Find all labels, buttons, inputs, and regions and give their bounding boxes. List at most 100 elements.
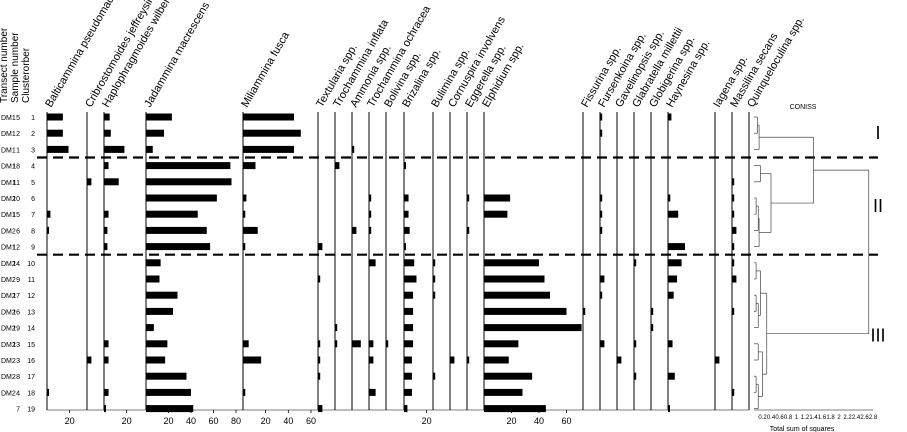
abundance-bar — [668, 372, 675, 380]
abundance-bar — [104, 388, 109, 396]
abundance-bar — [146, 162, 231, 170]
abundance-bar — [484, 324, 582, 332]
dendrogram-tick-label: 0.2 — [758, 415, 767, 421]
abundance-bar — [668, 259, 682, 267]
order-label: 18 — [27, 390, 35, 397]
sample-label: 12 — [12, 245, 20, 252]
abundance-bar — [651, 324, 654, 332]
transect-label: DM2 — [1, 261, 16, 268]
sample-label: 13 — [12, 342, 20, 349]
abundance-bar — [484, 275, 545, 283]
abundance-bar — [600, 275, 605, 283]
order-label: 1 — [31, 115, 35, 122]
x-tick-label: 80 — [231, 416, 241, 426]
abundance-bar — [146, 340, 168, 348]
abundance-bar — [484, 194, 511, 202]
abundance-bar — [243, 194, 247, 202]
zone-label: I — [875, 123, 880, 143]
abundance-bar — [404, 372, 412, 380]
abundance-bar — [335, 340, 338, 348]
dendrogram-tick-label: 2.6 — [860, 415, 869, 421]
abundance-bar — [484, 372, 533, 380]
abundance-bar — [732, 388, 735, 396]
abundance-bar — [668, 243, 685, 251]
transect-label: DM2 — [1, 309, 16, 316]
dendrogram-tick-label: 2.2 — [843, 415, 852, 421]
abundance-bar — [404, 324, 414, 332]
abundance-bar — [352, 340, 361, 348]
abundance-bar — [146, 226, 207, 234]
order-label: 15 — [27, 342, 35, 349]
order-label: 9 — [31, 245, 35, 252]
abundance-bar — [732, 243, 735, 251]
abundance-bar — [146, 243, 211, 251]
abundance-bar — [668, 340, 673, 348]
order-label: 16 — [27, 358, 35, 365]
abundance-bar — [146, 307, 173, 315]
abundance-bar — [146, 194, 217, 202]
transect-label: DM2 — [1, 196, 16, 203]
abundance-bar — [369, 210, 372, 218]
x-tick-label: 40 — [283, 416, 293, 426]
zone-label: II — [873, 196, 883, 216]
abundance-bar — [668, 113, 672, 121]
x-tick-label: 40 — [186, 416, 196, 426]
abundance-bar — [47, 388, 49, 396]
abundance-bar — [146, 275, 160, 283]
abundance-bar — [146, 356, 166, 364]
dendrogram-tick-label: 2 — [837, 415, 841, 421]
abundance-bar — [600, 226, 603, 234]
order-label: 2 — [31, 131, 35, 138]
abundance-bar — [715, 356, 720, 364]
abundance-bar — [404, 259, 415, 267]
transect-label: DM1 — [1, 212, 16, 219]
abundance-bar — [243, 145, 294, 153]
dendrogram-title: CONISS — [790, 104, 817, 111]
abundance-bar — [404, 405, 408, 413]
x-tick-label: 60 — [208, 416, 218, 426]
abundance-bar — [104, 178, 119, 186]
abundance-bar — [668, 210, 679, 218]
abundance-bar — [484, 291, 550, 299]
sample-label: 7 — [16, 407, 20, 414]
abundance-bar — [104, 113, 110, 121]
order-label: 14 — [27, 326, 35, 333]
order-label: 17 — [27, 374, 35, 381]
zone-label: III — [870, 326, 885, 346]
abundance-bar — [335, 324, 338, 332]
abundance-bar — [243, 243, 246, 251]
abundance-bar — [404, 194, 409, 202]
sample-label: 17 — [12, 293, 20, 300]
sample-label: 3 — [16, 358, 20, 365]
abundance-bar — [369, 388, 376, 396]
transect-label: DM1 — [1, 115, 16, 122]
abundance-bar — [47, 226, 49, 234]
abundance-bar — [318, 275, 321, 283]
sample-label: 8 — [16, 374, 20, 381]
abundance-bar — [404, 210, 409, 218]
order-label: 3 — [31, 147, 35, 154]
abundance-bar — [433, 372, 436, 380]
abundance-bar — [668, 405, 670, 413]
abundance-bar — [146, 405, 194, 413]
abundance-bar — [404, 388, 412, 396]
x-tick-label: 20 — [65, 416, 75, 426]
abundance-bar — [600, 291, 603, 299]
abundance-bar — [104, 340, 109, 348]
dendrogram-tick-label: 1.4 — [809, 415, 818, 421]
transect-label: DM1 — [1, 245, 16, 252]
dendrogram-tick-label: 2.4 — [852, 415, 861, 421]
abundance-bar — [484, 210, 508, 218]
dendrogram-tick-label: 1.2 — [801, 415, 810, 421]
abundance-bar — [146, 388, 191, 396]
transect-label: DM2 — [1, 374, 16, 381]
abundance-bar — [243, 162, 256, 170]
sample-label: 10 — [12, 196, 20, 203]
transect-label: DM1 — [1, 147, 16, 154]
dendrogram-tick-label: 1 — [795, 415, 799, 421]
abundance-bar — [318, 356, 321, 364]
abundance-bar — [243, 113, 294, 121]
abundance-bar — [433, 275, 436, 283]
dendrogram-tick-label: 0.4 — [767, 415, 776, 421]
abundance-bar — [450, 356, 455, 364]
